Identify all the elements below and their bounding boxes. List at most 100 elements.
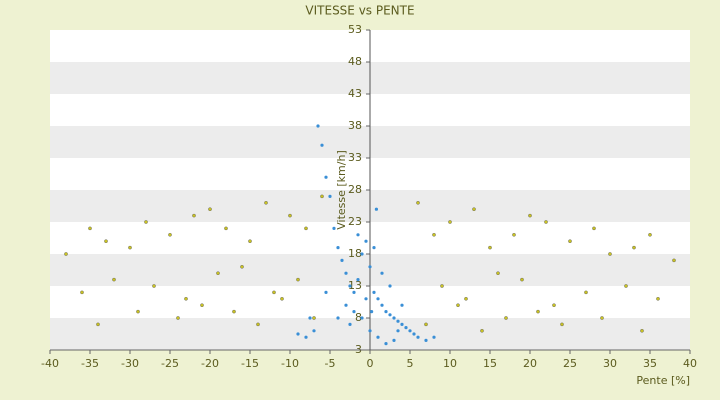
point	[332, 226, 336, 230]
point	[80, 290, 84, 295]
point	[552, 303, 556, 308]
point	[584, 290, 588, 295]
point	[544, 220, 548, 224]
point	[280, 296, 284, 301]
point	[408, 329, 412, 333]
point	[396, 319, 400, 323]
x-axis-label: Pente [%]	[636, 374, 690, 387]
point	[312, 329, 316, 333]
point	[424, 322, 428, 327]
point	[224, 226, 228, 231]
x-tick-label: 40	[683, 357, 697, 370]
point	[568, 239, 572, 243]
point	[380, 271, 384, 275]
y-tick-label: 38	[348, 119, 362, 132]
point	[364, 239, 368, 243]
point	[536, 309, 540, 314]
point	[264, 200, 268, 205]
point	[412, 332, 416, 336]
y-tick-label: 43	[348, 87, 362, 100]
point	[348, 284, 352, 288]
point	[184, 296, 188, 301]
x-tick-label: -15	[241, 357, 259, 370]
point	[288, 213, 292, 218]
point	[176, 316, 180, 320]
point	[296, 277, 300, 282]
point	[352, 310, 356, 314]
point	[388, 313, 392, 317]
y-tick-label: 48	[348, 55, 362, 68]
point	[240, 264, 244, 269]
x-tick-label: 15	[483, 357, 497, 370]
y-tick-label: 8	[355, 311, 362, 324]
point	[388, 284, 392, 288]
point	[64, 252, 68, 256]
point	[396, 329, 400, 333]
point	[400, 303, 404, 307]
point	[168, 232, 172, 237]
point	[328, 194, 332, 198]
point	[416, 200, 420, 205]
point	[372, 246, 376, 250]
point	[324, 290, 328, 294]
point	[324, 175, 328, 179]
point	[340, 258, 344, 262]
x-tick-label: -10	[281, 357, 299, 370]
point	[504, 316, 508, 320]
point	[256, 322, 260, 327]
point	[608, 252, 612, 256]
x-tick-label: 0	[367, 357, 374, 370]
point	[480, 328, 484, 333]
x-tick-label: -5	[325, 357, 336, 370]
point	[88, 226, 92, 231]
point	[320, 143, 324, 147]
point	[404, 326, 408, 330]
point	[400, 322, 404, 326]
point	[104, 239, 108, 243]
chart-title: VITESSE vs PENTE	[305, 4, 414, 18]
point	[592, 226, 596, 231]
point	[272, 290, 276, 295]
point	[352, 290, 356, 294]
point	[376, 297, 380, 301]
x-tick-label: 20	[523, 357, 537, 370]
point	[316, 124, 320, 128]
point	[296, 332, 300, 336]
point	[216, 271, 220, 276]
point	[656, 296, 660, 301]
point	[456, 303, 460, 308]
point	[368, 329, 372, 333]
point	[384, 342, 388, 346]
point	[392, 316, 396, 320]
point	[672, 258, 676, 263]
point	[308, 316, 312, 320]
point	[376, 335, 380, 339]
point	[464, 296, 468, 301]
point	[432, 232, 436, 237]
point	[248, 239, 252, 243]
point	[356, 278, 360, 282]
y-axis-label: Vitesse [km/h]	[335, 150, 348, 230]
y-tick-label: 28	[348, 183, 362, 196]
point	[112, 277, 116, 282]
point	[192, 213, 196, 218]
point	[600, 316, 604, 320]
point	[368, 265, 372, 269]
point	[440, 284, 444, 288]
x-tick-label: 30	[603, 357, 617, 370]
point	[336, 316, 340, 320]
x-tick-label: -20	[201, 357, 219, 370]
point	[472, 207, 476, 211]
point	[144, 220, 148, 224]
point	[384, 310, 388, 314]
point	[232, 309, 236, 314]
point	[488, 245, 492, 250]
point	[496, 271, 500, 276]
point	[344, 303, 348, 307]
y-tick-label: 53	[348, 23, 362, 36]
point	[312, 316, 316, 320]
x-tick-label: -40	[41, 357, 59, 370]
point	[364, 297, 368, 301]
point	[320, 194, 324, 199]
